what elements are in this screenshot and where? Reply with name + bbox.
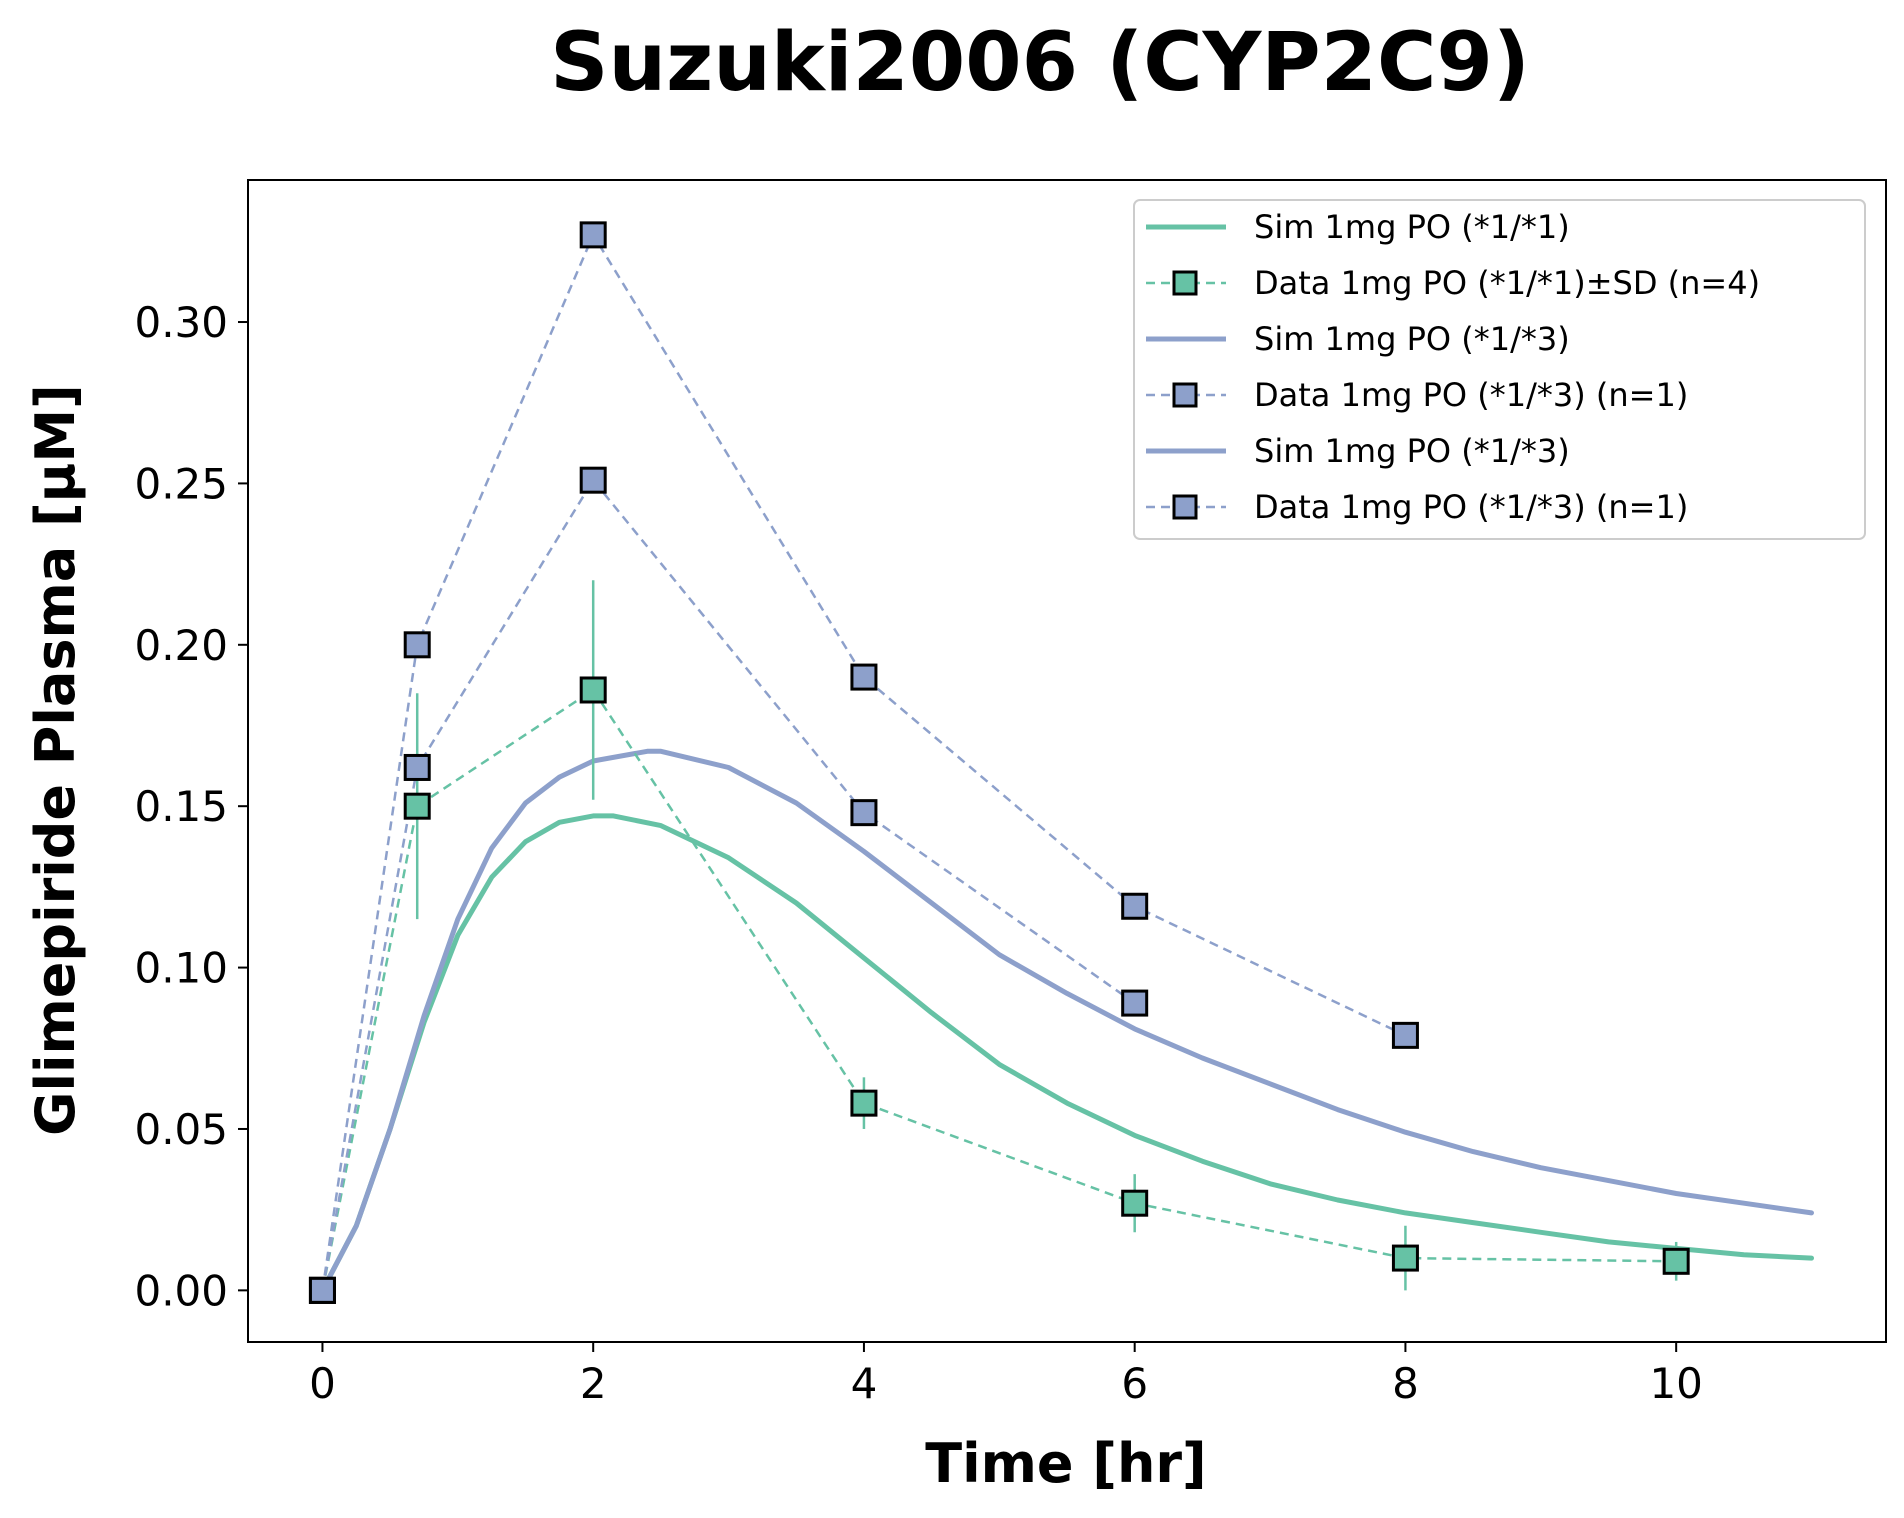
- chart-title: Suzuki2006 (CYP2C9): [550, 16, 1530, 110]
- legend-label: Sim 1mg PO (*1/*3): [1254, 432, 1570, 470]
- legend-marker-swatch: [1172, 270, 1198, 296]
- plot-area-frame: [247, 179, 1887, 1343]
- data-line-3: [321, 478, 1136, 1291]
- x-axis-label: Time [hr]: [925, 1432, 1206, 1495]
- data-point-marker: [579, 466, 607, 494]
- data-point-marker: [308, 1276, 336, 1304]
- x-tick-label: 8: [1392, 1359, 1419, 1408]
- y-axis-label: Glimepiride Plasma [µM]: [24, 384, 87, 1136]
- x-tick-label: 4: [851, 1359, 878, 1408]
- x-tick-label: 10: [1649, 1359, 1702, 1408]
- legend: Sim 1mg PO (*1/*1) Data 1mg PO (*1/*1)±SD…: [1133, 199, 1866, 540]
- data-point-marker: [579, 676, 607, 704]
- y-tick-label: 0.20: [134, 621, 228, 670]
- data-point-marker: [403, 753, 431, 781]
- y-tick-label: 0.25: [134, 459, 228, 508]
- legend-label: Data 1mg PO (*1/*3) (n=1): [1254, 376, 1688, 414]
- x-axis: 0 2 4 6 8 10: [309, 1342, 1703, 1408]
- data-point-marker: [850, 663, 878, 691]
- data-point-marker: [403, 631, 431, 659]
- data-line-1: [321, 688, 1677, 1291]
- plot-layer: [308, 221, 1814, 1304]
- data-point-marker: [1391, 1244, 1419, 1272]
- x-tick-label: 0: [309, 1359, 336, 1408]
- data-point-marker: [403, 792, 431, 820]
- legend-label: Sim 1mg PO (*1/*1): [1254, 208, 1570, 246]
- y-tick-label: 0.10: [134, 944, 228, 993]
- y-axis: 0.00 0.05 0.10 0.15 0.20 0.25 0.30: [134, 298, 248, 1315]
- y-tick-label: 0.05: [134, 1105, 228, 1154]
- sim-curve-2: [320, 748, 1814, 1293]
- x-tick-label: 6: [1121, 1359, 1148, 1408]
- legend-label: Sim 1mg PO (*1/*3): [1254, 320, 1570, 358]
- data-point-marker: [850, 1089, 878, 1117]
- sim-curve-1: [320, 813, 1814, 1293]
- data-point-marker: [1662, 1247, 1690, 1275]
- data-point-marker: [1391, 1021, 1419, 1049]
- x-tick-label: 2: [580, 1359, 607, 1408]
- data-point-marker: [1121, 989, 1149, 1017]
- legend-label: Data 1mg PO (*1/*3) (n=1): [1254, 488, 1688, 526]
- data-point-marker: [1121, 892, 1149, 920]
- legend-label: Data 1mg PO (*1/*1)±SD (n=4): [1254, 264, 1760, 302]
- data-point-marker: [850, 799, 878, 827]
- y-tick-label: 0.15: [134, 782, 228, 831]
- y-tick-label: 0.30: [134, 298, 228, 347]
- y-tick-label: 0.00: [134, 1266, 228, 1315]
- data-point-marker: [1121, 1189, 1149, 1217]
- legend-marker-swatch: [1172, 382, 1198, 408]
- legend-marker-swatch: [1172, 494, 1198, 520]
- data-line-2: [321, 232, 1406, 1291]
- legend-frame: [1133, 199, 1866, 540]
- data-point-marker: [579, 221, 607, 249]
